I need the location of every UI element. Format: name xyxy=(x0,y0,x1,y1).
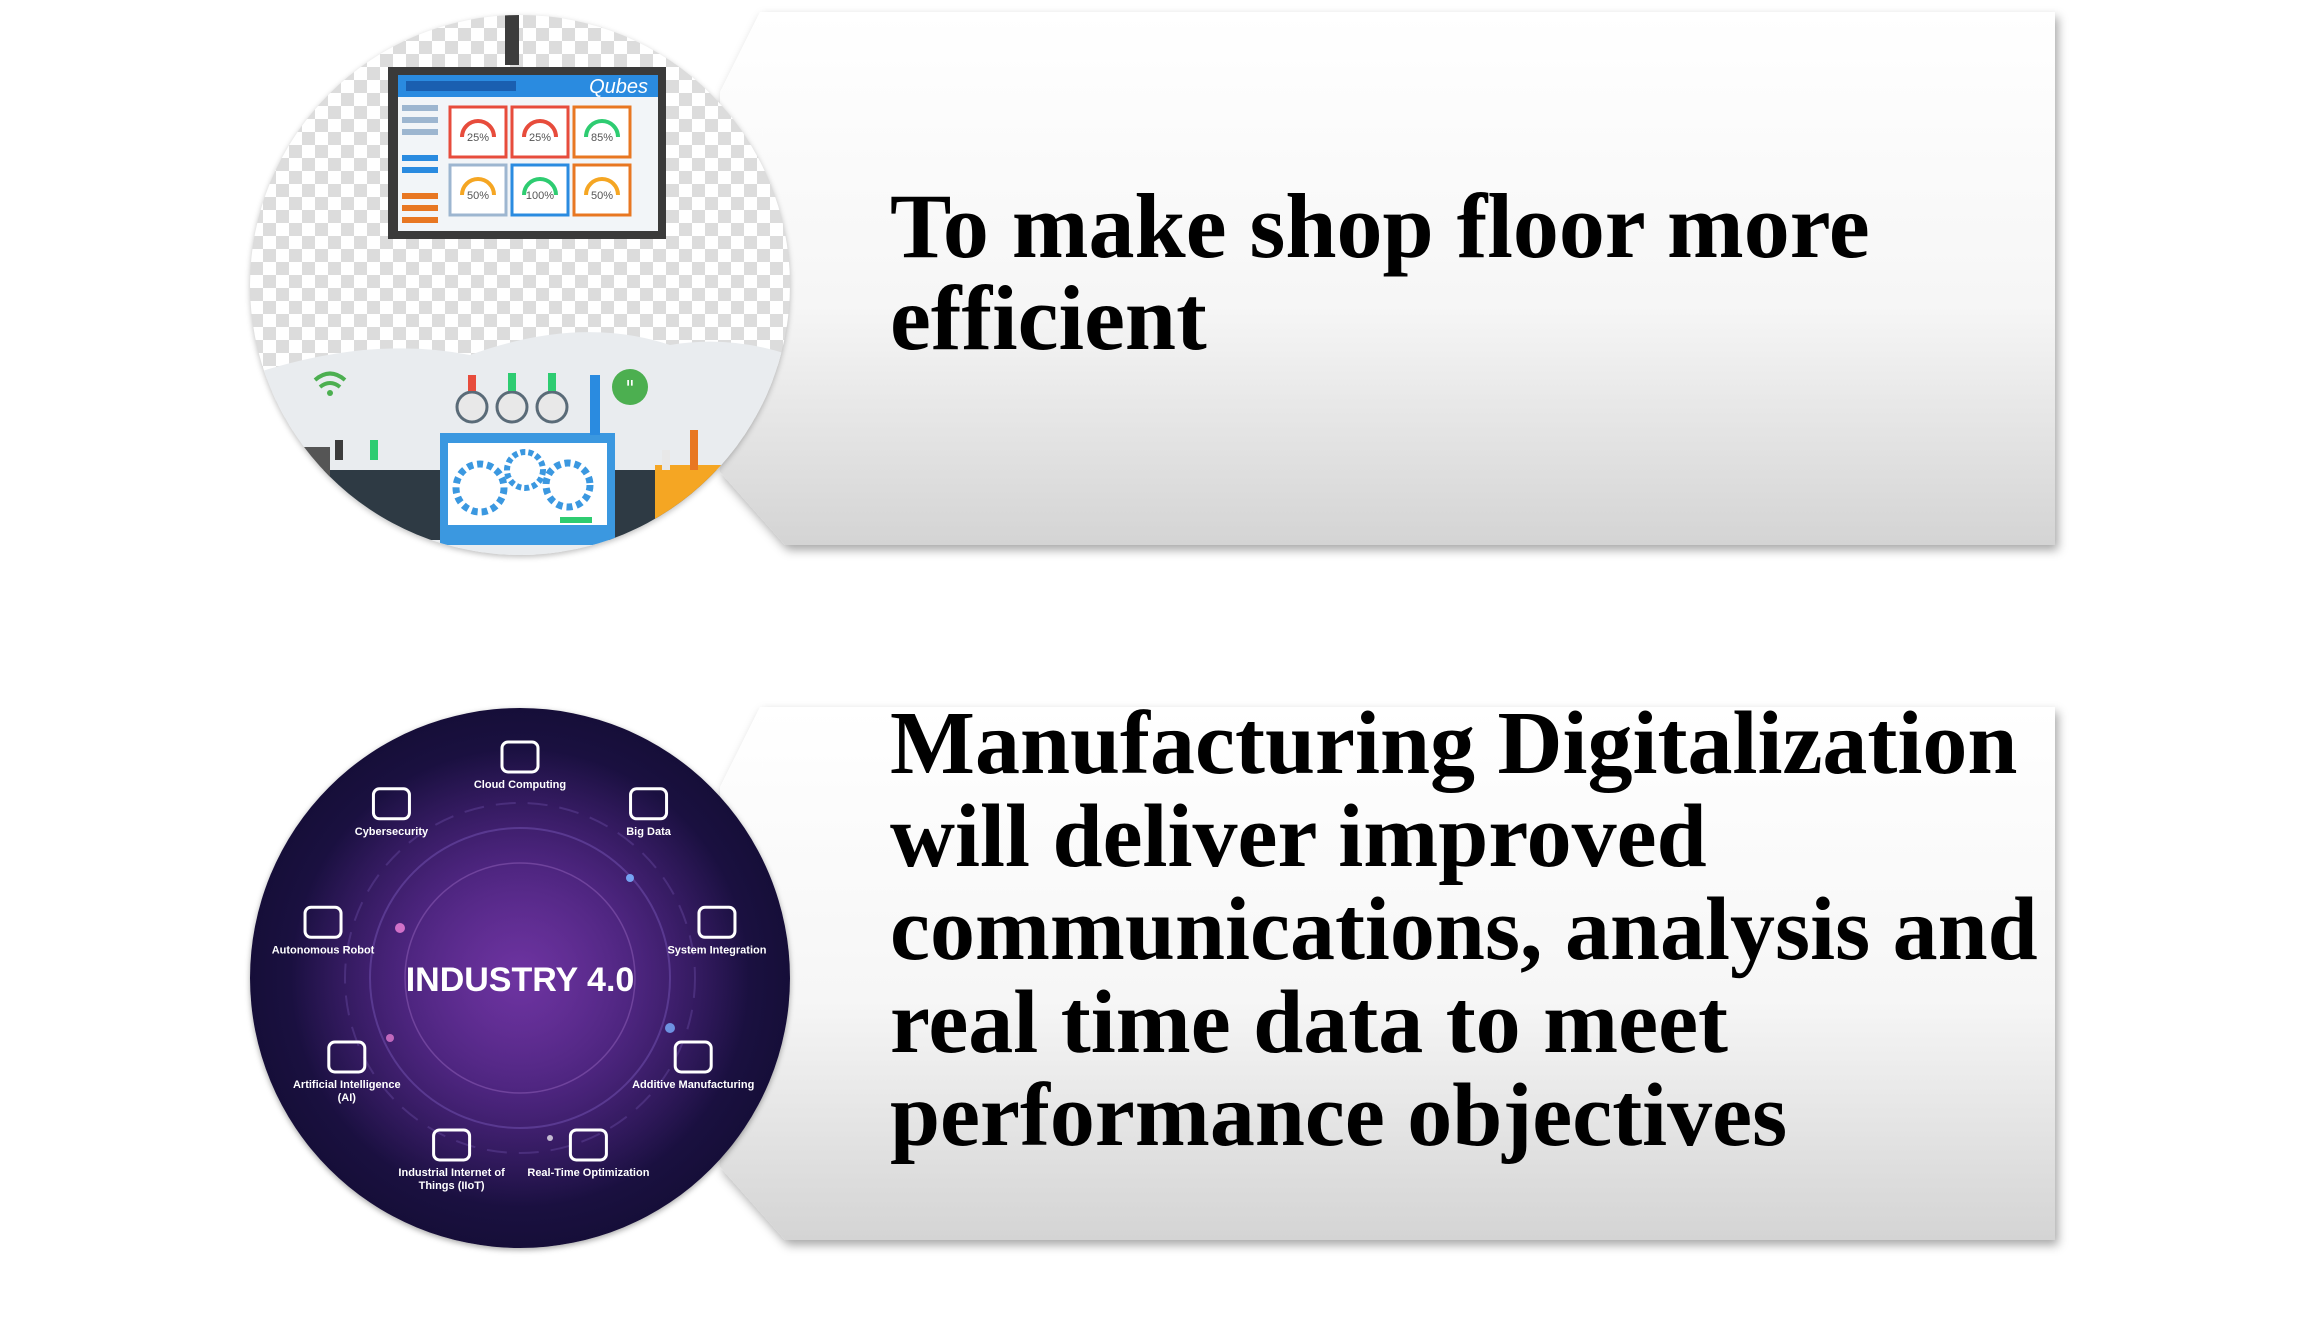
callout-2: Manufacturing Digitalization will delive… xyxy=(700,697,2080,1252)
industry-item-label: Cybersecurity xyxy=(355,826,429,838)
gauge-label: 25% xyxy=(529,132,551,144)
qubes-brand: Qubes xyxy=(589,76,648,98)
gauge-arc xyxy=(584,177,620,196)
industry-item-icon xyxy=(432,1128,472,1162)
gauge-label: 100% xyxy=(526,190,554,202)
gauge-arc xyxy=(460,119,496,138)
industry-item-icon xyxy=(629,787,669,821)
gauge-tile xyxy=(510,163,570,217)
gauge-label: 50% xyxy=(467,190,489,202)
gauge-tile xyxy=(448,163,508,217)
industry-item-label: Real-Time Optimization xyxy=(527,1167,649,1179)
industry-item-label: Artificial Intelligence xyxy=(293,1079,401,1091)
industry-item-label: Cloud Computing xyxy=(474,779,566,791)
industry-item-label: Big Data xyxy=(626,826,672,838)
industry-item-icon xyxy=(371,787,411,821)
gauge-arc xyxy=(522,177,558,196)
industry-title: INDUSTRY 4.0 xyxy=(406,961,635,999)
industry-item-label: Autonomous Robot xyxy=(272,944,375,956)
industry-item-icon xyxy=(568,1128,608,1162)
industry-graphic: INDUSTRY 4.0 Cloud Computing Big Data Syst… xyxy=(250,708,790,1248)
gauge-tile xyxy=(448,105,508,159)
gauge-label: 85% xyxy=(591,132,613,144)
industry-item-label: System Integration xyxy=(667,944,766,956)
industry-item-icon xyxy=(303,905,343,939)
gauge-tile xyxy=(572,105,632,159)
industry-item-label: Industrial Internet of xyxy=(398,1167,505,1179)
industry-item-icon xyxy=(673,1040,713,1074)
callout-1: To make shop floor more efficient xyxy=(700,12,2080,557)
machine-illustration: " xyxy=(250,369,790,545)
svg-text:": " xyxy=(625,376,634,400)
gauge-tile xyxy=(572,163,632,217)
industry-item-label: (AI) xyxy=(338,1092,357,1104)
industry-item-icon xyxy=(500,740,540,774)
callout-2-shape xyxy=(720,707,2055,1240)
gauge-arc xyxy=(522,119,558,138)
gauge-label: 25% xyxy=(467,132,489,144)
callout-2-text: Manufacturing Digitalization will delive… xyxy=(890,694,2038,1165)
gauge-label: 50% xyxy=(591,190,613,202)
industry-item-icon xyxy=(327,1040,367,1074)
industry-item-icon xyxy=(697,905,737,939)
callout-1-shape xyxy=(720,12,2055,545)
callout-1-text: To make shop floor more efficient xyxy=(890,175,1870,369)
gauge-arc xyxy=(584,119,620,138)
industry-item-label: Additive Manufacturing xyxy=(632,1079,754,1091)
monitor-stand xyxy=(505,15,519,65)
gauge-arc xyxy=(460,177,496,196)
dashboard-illustration: Qubes 25% 25% 85% 50% 100% 50% xyxy=(250,15,790,555)
industry-item-label: Things (IIoT) xyxy=(419,1180,485,1192)
gauge-tile xyxy=(510,105,570,159)
